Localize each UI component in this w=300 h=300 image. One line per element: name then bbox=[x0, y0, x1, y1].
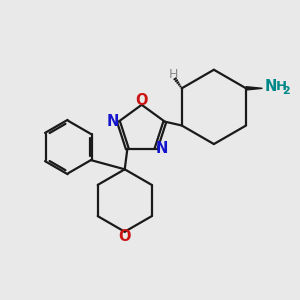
Polygon shape bbox=[246, 87, 262, 90]
Text: H: H bbox=[276, 80, 287, 93]
Text: H: H bbox=[169, 68, 178, 81]
Text: N: N bbox=[107, 114, 119, 129]
Text: N: N bbox=[155, 141, 167, 156]
Text: 2: 2 bbox=[282, 86, 290, 96]
Text: N: N bbox=[265, 79, 277, 94]
Text: O: O bbox=[135, 94, 148, 109]
Text: O: O bbox=[118, 229, 131, 244]
